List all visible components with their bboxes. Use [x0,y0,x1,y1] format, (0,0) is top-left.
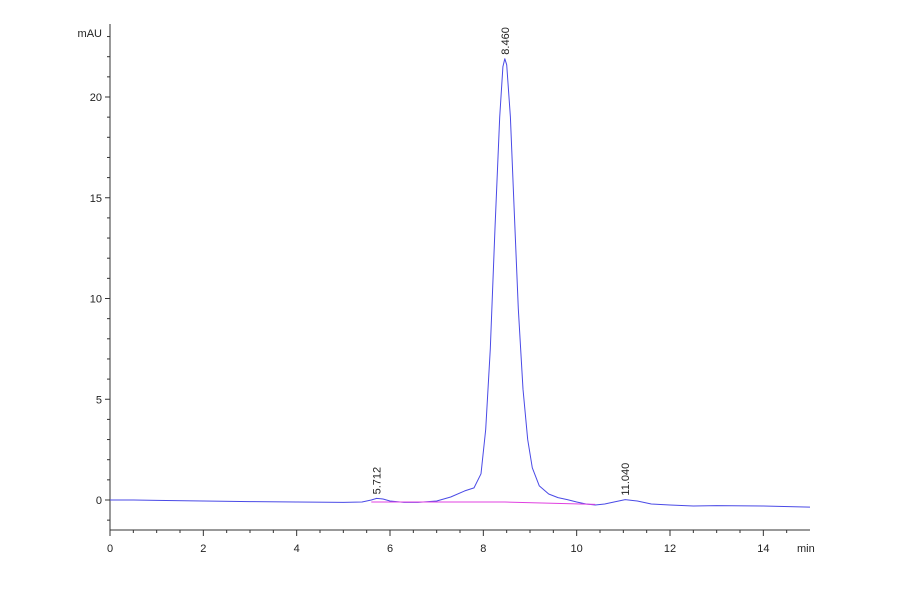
x-axis-unit-label: min [797,543,815,555]
y-tick-label: 0 [96,495,102,507]
x-tick-label: 2 [200,543,206,555]
signal-trace [110,58,811,508]
x-axis-ticks: 0 2 4 6 8 10 12 14 [107,530,788,555]
plot-series [110,58,811,508]
y-axis-unit-label: mAU [78,28,103,40]
y-tick-label: 10 [90,294,102,306]
x-tick-label: 4 [294,543,300,555]
x-tick-label: 14 [757,543,769,555]
y-axis-ticks: 0 5 10 15 20 [90,36,110,521]
x-tick-label: 12 [664,543,676,555]
y-tick-label: 20 [90,92,102,104]
peak-retention-time-label: 11.040 [620,463,632,496]
y-axis: 0 5 10 15 20 mAU [78,24,111,530]
y-tick-label: 5 [96,394,102,406]
y-tick-label: 15 [90,193,102,205]
x-tick-label: 8 [480,543,486,555]
peak-labels: 5.712 8.460 11.040 [372,27,633,495]
baseline-trace [371,501,596,505]
x-axis: 0 2 4 6 8 10 12 14 min [107,529,815,555]
x-tick-label: 10 [571,543,583,555]
peak-retention-time-label: 5.712 [372,467,384,495]
x-tick-label: 6 [387,543,393,555]
peak-retention-time-label: 8.460 [500,27,512,55]
x-tick-label: 0 [107,543,113,555]
